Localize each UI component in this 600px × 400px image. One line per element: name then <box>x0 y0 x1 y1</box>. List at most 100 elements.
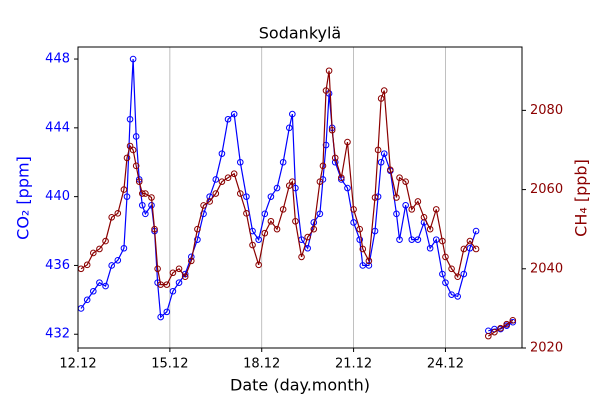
y2-axis-label: CH₄ [ppb] <box>572 159 591 237</box>
data-point <box>243 210 250 217</box>
data-point <box>377 158 385 166</box>
y-tick-label: 440 <box>45 189 70 204</box>
data-point <box>328 126 336 134</box>
data-point <box>151 225 158 233</box>
data-point <box>273 225 281 233</box>
data-point <box>322 87 330 94</box>
data-point <box>194 225 201 233</box>
data-point <box>142 210 149 218</box>
data-point <box>90 249 97 257</box>
data-point <box>298 253 305 261</box>
data-point <box>267 193 275 200</box>
data-point <box>236 190 244 197</box>
data-point <box>218 178 226 185</box>
data-point <box>387 166 394 174</box>
y-tick-label: 436 <box>45 258 70 273</box>
data-point <box>108 262 115 269</box>
data-point <box>316 178 324 185</box>
data-point <box>331 154 339 162</box>
data-point <box>255 261 262 269</box>
data-point <box>426 244 434 252</box>
data-point <box>129 146 137 154</box>
y-tick-label: 444 <box>45 120 70 135</box>
data-point <box>304 233 311 241</box>
data-point <box>279 206 287 213</box>
data-point <box>344 138 351 146</box>
data-point <box>310 225 318 233</box>
data-point <box>491 328 498 336</box>
data-point <box>129 55 137 63</box>
data-point <box>414 236 422 243</box>
data-point <box>77 305 85 312</box>
data-point <box>123 154 131 162</box>
data-point <box>289 110 296 118</box>
x-axis-label: Date (day.month) <box>230 376 370 395</box>
data-point <box>120 244 128 252</box>
data-point <box>157 313 164 321</box>
data-point <box>497 324 504 332</box>
data-point <box>175 265 183 273</box>
data-point <box>359 245 367 253</box>
data-point <box>316 210 324 218</box>
data-point <box>472 245 480 253</box>
y2-tick-label: 2040 <box>530 261 563 276</box>
data-point <box>344 184 351 192</box>
data-point <box>114 256 122 264</box>
data-point <box>102 282 109 290</box>
data-point <box>102 237 109 245</box>
data-point <box>261 210 269 218</box>
x-tick-label: 18.12 <box>243 357 280 372</box>
data-point <box>212 176 220 183</box>
data-point <box>206 198 213 205</box>
data-point <box>432 206 440 213</box>
data-point <box>212 190 220 197</box>
data-point <box>148 194 155 201</box>
data-point <box>503 320 510 328</box>
data-point <box>359 262 367 269</box>
data-point <box>96 245 103 253</box>
data-point <box>426 225 434 233</box>
data-point <box>218 150 226 157</box>
data-point <box>181 273 189 281</box>
data-point <box>243 193 250 200</box>
data-point <box>396 236 403 243</box>
y2-tick-label: 2060 <box>530 182 563 197</box>
data-point <box>261 229 269 237</box>
data-point <box>132 133 140 140</box>
data-point <box>77 265 85 273</box>
data-point <box>279 158 287 166</box>
data-point <box>224 174 232 181</box>
data-point <box>374 146 382 154</box>
data-point <box>350 219 357 226</box>
data-point <box>414 198 422 205</box>
data-point <box>304 244 311 252</box>
data-point <box>365 262 373 269</box>
x-tick-label: 12.12 <box>59 357 96 372</box>
data-point <box>230 110 238 118</box>
data-point <box>273 184 281 192</box>
data-point <box>408 236 416 243</box>
data-point <box>460 270 468 278</box>
data-point <box>289 178 296 185</box>
data-point <box>448 291 455 298</box>
series-line <box>80 59 514 332</box>
data-point <box>139 190 146 197</box>
data-point <box>163 308 171 316</box>
data-point <box>175 279 183 286</box>
data-point <box>142 190 149 197</box>
data-point <box>454 273 461 281</box>
data-point <box>439 270 446 278</box>
data-point <box>338 174 345 181</box>
data-point <box>169 287 177 295</box>
data-point <box>163 281 171 288</box>
data-point <box>380 150 388 157</box>
data-point <box>200 202 207 209</box>
data-point <box>442 253 449 261</box>
data-point <box>139 201 146 209</box>
data-point <box>187 257 195 265</box>
data-point <box>157 281 164 288</box>
data-point <box>448 265 455 273</box>
data-point <box>396 174 403 181</box>
data-point <box>114 210 122 217</box>
